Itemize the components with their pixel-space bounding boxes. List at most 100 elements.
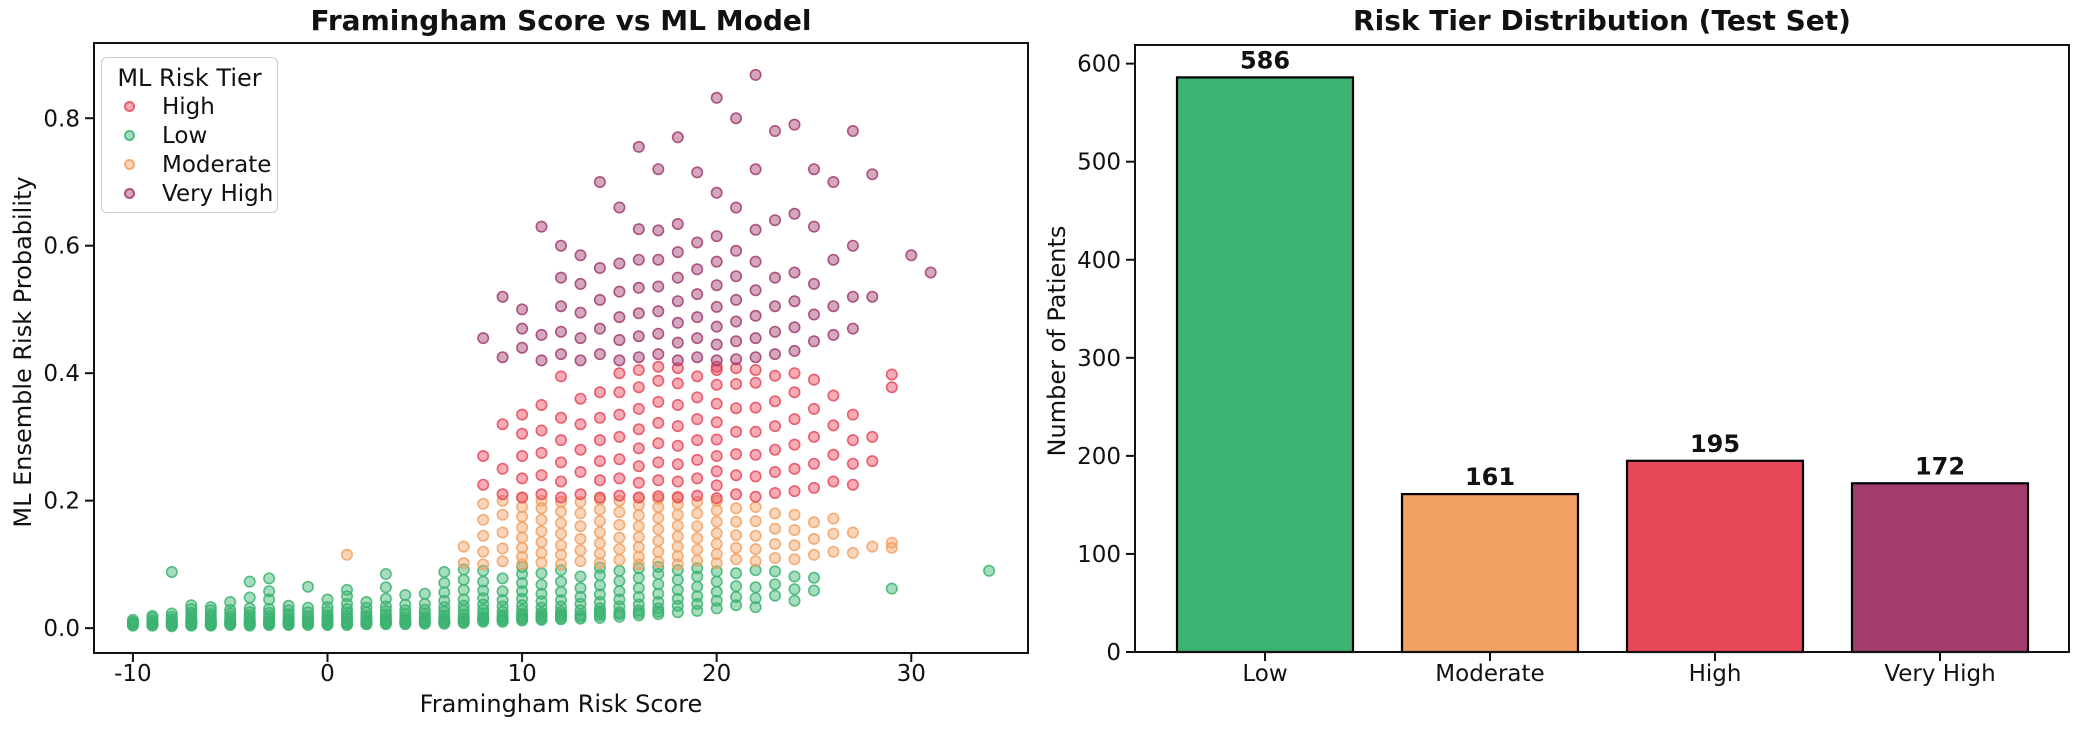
- scatter-point-very-high: [632, 281, 645, 294]
- scatter-point-moderate: [691, 520, 704, 533]
- scatter-point-moderate: [671, 550, 684, 563]
- scatter-point-moderate: [613, 531, 626, 544]
- scatter-point-moderate: [613, 543, 626, 556]
- scatter-point-low: [496, 572, 509, 585]
- scatter-point-high: [768, 443, 781, 456]
- scatter-point-moderate: [652, 511, 665, 524]
- scatter-point-high: [788, 485, 801, 498]
- scatter-point-moderate: [535, 536, 548, 549]
- scatter-point-low: [730, 590, 743, 603]
- scatter-point-low: [204, 601, 217, 614]
- scatter-point-high: [652, 437, 665, 450]
- scatter-point-high: [730, 402, 743, 415]
- bar-y-tick-label: 100: [1077, 542, 1121, 568]
- scatter-point-low: [710, 594, 723, 607]
- scatter-point-very-high: [749, 68, 762, 81]
- scatter-point-low: [749, 581, 762, 594]
- scatter-point-very-high: [593, 261, 606, 274]
- scatter-point-very-high: [652, 327, 665, 340]
- scatter-point-high: [535, 424, 548, 437]
- scatter-point-low: [301, 580, 314, 593]
- scatter-point-high: [574, 418, 587, 431]
- scatter-point-very-high: [827, 253, 840, 266]
- scatter-point-very-high: [866, 290, 879, 303]
- scatter-point-high: [632, 442, 645, 455]
- scatter-point-low: [438, 594, 451, 607]
- bar-value-label: 161: [1465, 463, 1515, 491]
- scatter-point-high: [749, 401, 762, 414]
- scatter-title: Framingham Score vs ML Model: [310, 4, 812, 37]
- scatter-point-low: [360, 595, 373, 608]
- scatter-point-low: [554, 585, 567, 598]
- scatter-point-moderate: [574, 520, 587, 533]
- bar-value-label: 195: [1690, 430, 1740, 458]
- scatter-point-moderate: [632, 541, 645, 554]
- scatter-point-low: [593, 605, 606, 618]
- scatter-point-high: [496, 462, 509, 475]
- scatter-point-low: [438, 576, 451, 589]
- scatter-point-moderate: [516, 500, 529, 513]
- scatter-point-high: [691, 489, 704, 502]
- scatter-point-low: [418, 614, 431, 627]
- scatter-point-low: [263, 593, 276, 606]
- scatter-point-high: [632, 491, 645, 504]
- scatter-point-low: [768, 589, 781, 602]
- scatter-point-moderate: [807, 548, 820, 561]
- scatter-point-low: [749, 592, 762, 605]
- scatter-point-very-high: [574, 354, 587, 367]
- scatter-point-low: [457, 573, 470, 586]
- scatter-point-moderate: [749, 555, 762, 568]
- scatter-point-moderate: [613, 518, 626, 531]
- scatter-point-very-high: [632, 253, 645, 266]
- scatter-point-low: [632, 562, 645, 575]
- scatter-point-low: [652, 578, 665, 591]
- scatter-point-moderate: [516, 531, 529, 544]
- scatter-point-moderate: [535, 556, 548, 569]
- scatter-point-high: [554, 475, 567, 488]
- scatter-point-high: [788, 386, 801, 399]
- scatter-plot-frame: [93, 42, 1029, 654]
- scatter-point-high: [885, 368, 898, 381]
- scatter-point-very-high: [768, 214, 781, 227]
- scatter-point-high: [632, 402, 645, 415]
- scatter-point-very-high: [730, 353, 743, 366]
- scatter-point-low: [165, 616, 178, 629]
- scatter-point-low: [477, 575, 490, 588]
- bar-category-label: High: [1689, 661, 1742, 687]
- scatter-point-low: [613, 574, 626, 587]
- scatter-point-high: [593, 434, 606, 447]
- scatter-point-moderate: [477, 558, 490, 571]
- scatter-point-high: [671, 420, 684, 433]
- scatter-point-very-high: [846, 322, 859, 335]
- scatter-point-moderate: [866, 540, 879, 553]
- scatter-point-high: [554, 456, 567, 469]
- legend-item-label: Low: [162, 122, 208, 149]
- scatter-point-low: [418, 587, 431, 600]
- scatter-point-high: [749, 376, 762, 389]
- scatter-point-high: [652, 490, 665, 503]
- scatter-point-moderate: [574, 555, 587, 568]
- scatter-point-low: [263, 616, 276, 629]
- scatter-point-high: [554, 491, 567, 504]
- scatter-point-moderate: [652, 545, 665, 558]
- bar-y-tick-label: 600: [1077, 52, 1121, 78]
- scatter-point-moderate: [691, 507, 704, 520]
- scatter-point-very-high: [593, 176, 606, 189]
- scatter-point-moderate: [768, 507, 781, 520]
- scatter-point-very-high: [691, 351, 704, 364]
- scatter-point-low: [671, 592, 684, 605]
- scatter-point-low: [652, 595, 665, 608]
- scatter-point-moderate: [671, 519, 684, 532]
- scatter-point-high: [710, 449, 723, 462]
- scatter-point-moderate: [593, 547, 606, 560]
- scatter-point-very-high: [768, 325, 781, 338]
- scatter-point-low: [399, 588, 412, 601]
- scatter-point-very-high: [749, 332, 762, 345]
- scatter-point-moderate: [788, 553, 801, 566]
- scatter-point-high: [730, 448, 743, 461]
- scatter-point-very-high: [613, 257, 626, 270]
- scatter-point-high: [535, 488, 548, 501]
- scatter-point-moderate: [671, 540, 684, 553]
- scatter-point-high: [554, 411, 567, 424]
- scatter-point-low: [807, 584, 820, 597]
